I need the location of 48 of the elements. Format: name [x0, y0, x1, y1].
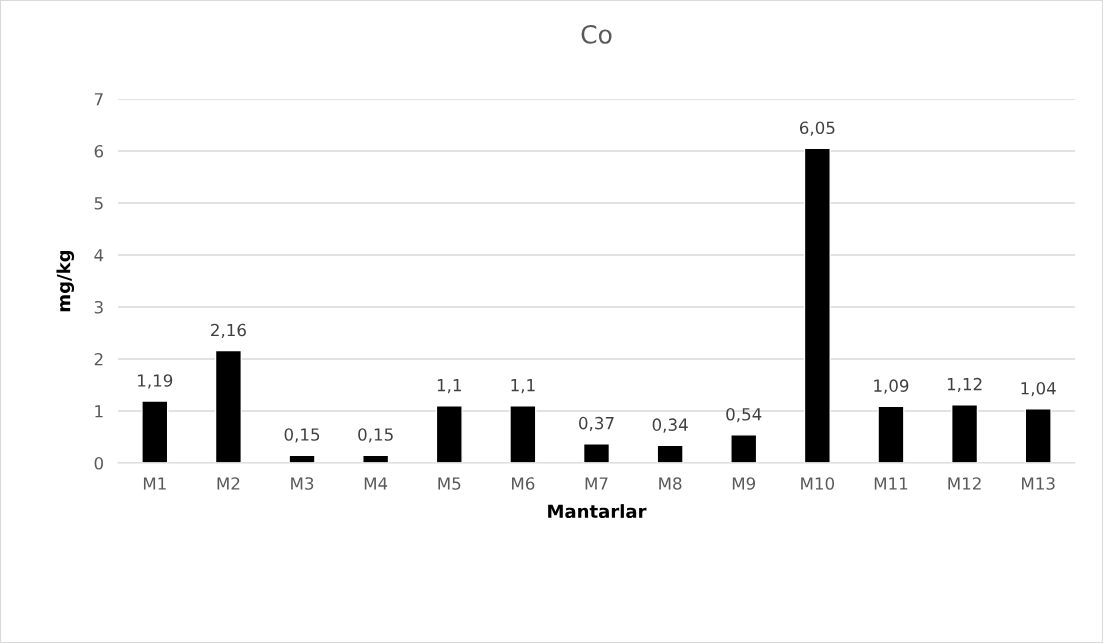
y-tick-label: 2: [94, 352, 103, 366]
x-tick-label: M7: [585, 477, 608, 490]
bar: [730, 434, 758, 463]
x-tick-label: M1: [143, 477, 166, 490]
x-tick-label: M3: [291, 477, 314, 490]
data-label: 1,12: [947, 377, 982, 393]
bar: [656, 444, 684, 463]
bar: [509, 405, 537, 463]
data-label: 0,15: [358, 428, 393, 443]
x-tick-label: M12: [948, 477, 981, 490]
x-tick-label: M11: [874, 477, 908, 490]
data-label: 0,34: [652, 418, 688, 433]
y-tick-label: 4: [94, 249, 104, 262]
y-tick-label: 1: [95, 405, 103, 418]
bar: [141, 400, 169, 463]
y-tick-label: 6: [94, 144, 104, 158]
y-axis-title: mg/kg: [56, 250, 75, 312]
data-label: 0,15: [284, 428, 320, 443]
bar: [803, 147, 831, 463]
data-label: 1,04: [1021, 381, 1056, 397]
data-label: 1,19: [138, 374, 173, 389]
bar: [214, 349, 243, 463]
bar: [582, 443, 611, 463]
data-label: 0,54: [726, 407, 762, 423]
y-tick-label: 7: [94, 93, 103, 106]
x-tick-label: M13: [1022, 477, 1055, 490]
data-label: 1,1: [437, 379, 461, 394]
y-tick-label: 3: [94, 300, 103, 314]
x-tick-label: M2: [217, 477, 240, 490]
x-tick-label: M5: [438, 477, 461, 490]
x-tick-label: M9: [732, 477, 756, 490]
bar: [877, 405, 905, 463]
bar: [435, 405, 463, 463]
bar: [950, 404, 979, 463]
chart-title: Co: [581, 24, 612, 44]
data-label: 6,05: [799, 121, 835, 136]
x-tick-label: M8: [659, 477, 682, 490]
bar: [1024, 408, 1052, 463]
x-tick-label: M4: [364, 477, 388, 490]
x-tick-label: M10: [801, 477, 835, 490]
data-label: 1,1: [511, 379, 535, 394]
x-axis-title: Mantarlar: [548, 504, 647, 519]
data-label: 1,09: [874, 379, 909, 394]
y-tick-label: 0: [94, 456, 103, 470]
x-tick-label: M6: [512, 477, 535, 490]
data-label: 2,16: [211, 323, 246, 339]
data-label: 0,37: [579, 416, 614, 432]
y-tick-label: 5: [94, 197, 103, 210]
